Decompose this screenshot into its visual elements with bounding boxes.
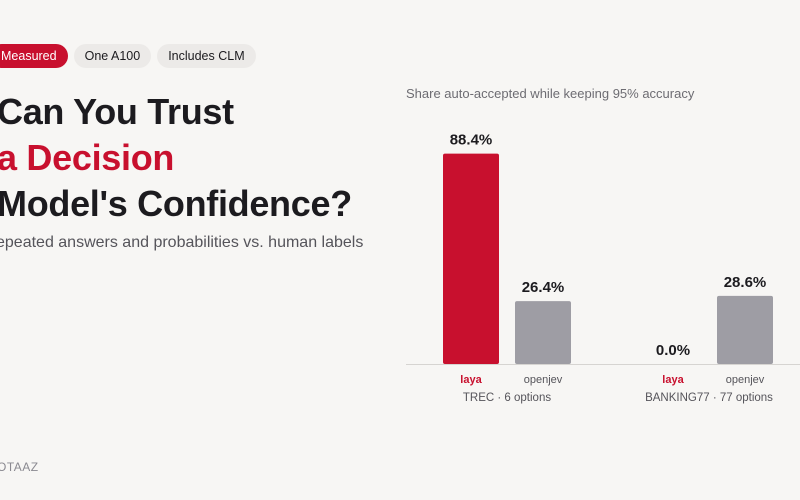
badge-row: Measured One A100 Includes CLM xyxy=(0,44,256,68)
headline-line-3: Model's Confidence? xyxy=(0,183,352,224)
group-label-2: BANKING77 · 77 options xyxy=(645,392,773,404)
brand-logo-text: OTAAZ xyxy=(0,460,39,474)
value-label-2-1: 0.0% xyxy=(656,342,690,359)
headline-line-2: a Decision xyxy=(0,137,175,178)
group-label-1: TREC · 6 options xyxy=(463,392,551,404)
value-label-2-2: 28.6% xyxy=(724,274,767,291)
value-label-1-2: 26.4% xyxy=(522,279,565,296)
subtitle: epeated answers and probabilities vs. hu… xyxy=(0,234,364,251)
bar-label-1-2: openjev xyxy=(524,374,563,386)
bar-1-1 xyxy=(443,153,499,364)
value-label-1-1: 88.4% xyxy=(450,132,493,149)
bar-label-1-1: laya xyxy=(460,374,482,386)
bar-label-2-2: openjev xyxy=(726,374,765,386)
headline-line-1: Can You Trust xyxy=(0,91,234,132)
badge-gpu: One A100 xyxy=(73,44,152,68)
badge-measured: Measured xyxy=(0,44,68,68)
chart-title: Share auto-accepted while keeping 95% ac… xyxy=(406,86,695,101)
bar-1-2 xyxy=(515,301,571,364)
bar-2-2 xyxy=(717,295,773,364)
badge-clm: Includes CLM xyxy=(157,44,256,68)
bar-label-2-1: laya xyxy=(662,374,684,386)
